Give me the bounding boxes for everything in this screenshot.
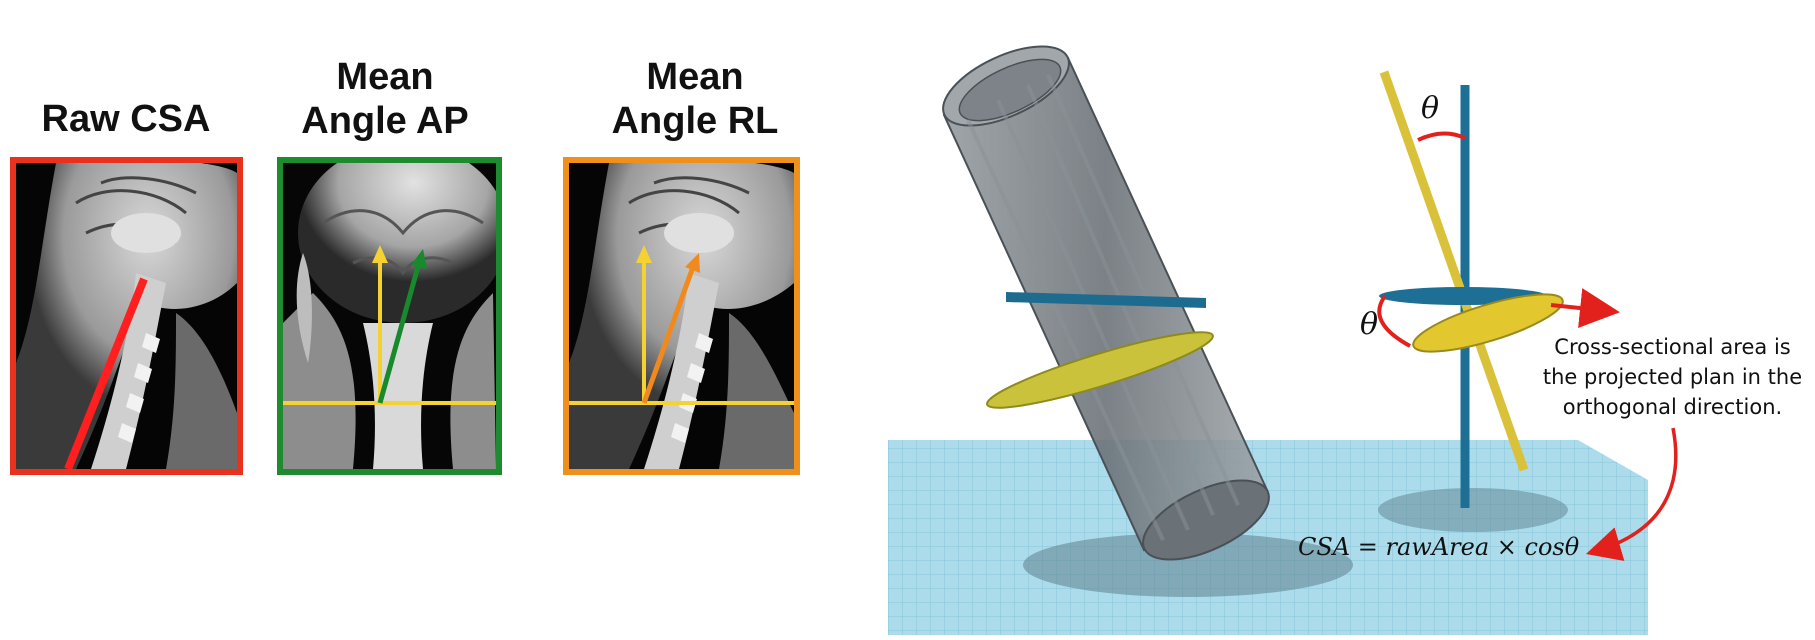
projection-diagram [888, 45, 1678, 635]
cylinder-shadow [1023, 533, 1353, 597]
panel-title-line2: Angle RL [611, 100, 779, 142]
panel-title-line1: Mean [336, 56, 434, 98]
panel-title-mean-angle-rl: Mean Angle RL [560, 55, 830, 143]
vertical-reference-arrowhead [636, 245, 652, 263]
centerline-red [64, 277, 148, 469]
mri-frame-mean-angle-rl [563, 157, 800, 475]
explanation-line-1: Cross-sectional area is [1554, 335, 1791, 359]
panel-title-line1: Mean [646, 56, 744, 98]
angle-arc-left [1377, 294, 1411, 348]
tilted-rod-yellow [1379, 70, 1529, 472]
panel-title-line2: Raw CSA [41, 98, 211, 140]
panel-title-mean-angle-ap: Mean Angle AP [270, 55, 500, 143]
explanation-line-3: orthogonal direction. [1562, 395, 1783, 419]
projection-arrow [1550, 288, 1620, 328]
orthogonal-slice [986, 331, 1214, 409]
panel-title-raw-csa: Raw CSA [10, 97, 242, 141]
mean-angle-arrow-orange [641, 266, 696, 404]
mri-frame-raw-csa [10, 157, 243, 475]
explanation-line-2: the projected plan in the [1542, 365, 1803, 389]
panel-title-line2: Angle AP [301, 100, 469, 142]
mean-angle-arrow-green [377, 262, 422, 404]
theta-label-left: θ [1360, 307, 1379, 342]
vertical-reference-arrowhead [372, 245, 388, 263]
mri-frame-mean-angle-ap [277, 157, 502, 475]
yellow-disc [1412, 293, 1564, 353]
tilted-cylinder [942, 45, 1270, 561]
horizontal-slice [1006, 292, 1206, 308]
angle-arc-top [1417, 131, 1466, 142]
rod-shadow [1378, 488, 1568, 532]
cross-sectional-explanation: Cross-sectional area is the projected pl… [1530, 332, 1815, 422]
theta-label-top: θ [1421, 91, 1440, 126]
mri-coronal-image [283, 163, 496, 469]
csa-formula: CSA = rawArea × cosθ [1298, 533, 1580, 561]
mean-angle-arrowhead-orange [685, 253, 700, 273]
formula-arrow [1585, 427, 1678, 561]
mri-sagittal-image [16, 163, 237, 469]
mean-angle-arrowhead-green [411, 249, 427, 269]
mri-sagittal-image-rl [569, 163, 794, 469]
